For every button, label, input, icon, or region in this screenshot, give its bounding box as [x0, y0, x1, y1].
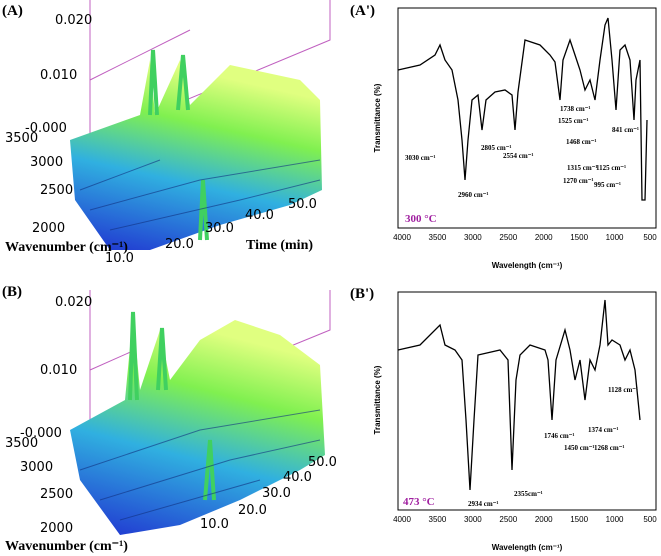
z-tick: 0.010: [40, 68, 77, 83]
temperature-label: 300 °C: [405, 213, 437, 225]
plot-frame: [397, 291, 657, 511]
x-tick-label: 1500: [570, 233, 588, 242]
wavenumber-label: Wavenumber (cm⁻¹): [5, 240, 128, 255]
x-tick-label: 2000: [535, 515, 553, 524]
wavenumber-tick: 2000: [32, 221, 65, 236]
axis-line: [89, 349, 136, 371]
time-tick: 30.0: [205, 221, 234, 236]
wavenumber-tick: 3000: [30, 155, 63, 170]
time-tick: 40.0: [283, 470, 312, 485]
peak-label: 1746 cm⁻¹: [544, 432, 574, 440]
peak-label: 1128 cm⁻¹: [608, 386, 638, 394]
y-axis-label: Transmittance (%): [373, 83, 382, 152]
x-tick-label: 1000: [606, 233, 624, 242]
time-tick: 20.0: [238, 503, 267, 518]
panel-a: (A) 0.020 0.010 -0.000 3500 3000 2500 20…: [2, 0, 331, 266]
spectrum: [397, 17, 648, 201]
peak-label: 1468 cm⁻¹: [566, 138, 596, 146]
peak-label: 1315 cm⁻¹: [567, 164, 597, 172]
x-tick-label: 2500: [499, 515, 517, 524]
time-tick: 50.0: [288, 197, 317, 212]
spectrum: [397, 299, 641, 491]
time-label: Time (min): [246, 238, 313, 253]
x-tick-label: 1000: [606, 515, 624, 524]
x-tick-label: 3500: [429, 515, 447, 524]
peak-label: 2934 cm⁻¹: [468, 500, 498, 508]
peak-label: 2960 cm⁻¹: [458, 191, 488, 199]
wavenumber-tick: 2500: [40, 487, 73, 502]
wavenumber-tick: 3500: [5, 436, 38, 451]
x-axis-label: Wavelength (cm⁻¹): [492, 261, 563, 270]
surface: [70, 60, 322, 250]
z-tick: -0.000: [20, 426, 62, 441]
peak-label: 995 cm⁻¹: [594, 181, 621, 189]
x-tick-label: 2500: [499, 233, 517, 242]
x-tick-label: 4000: [393, 233, 411, 242]
peak-label: 3030 cm⁻¹: [405, 154, 435, 162]
panel-b-prime: (B') 2934 cm⁻¹ 2355cm⁻¹ 1746 cm⁻¹ 1450 c…: [350, 286, 657, 552]
wavenumber-tick: 3500: [5, 131, 38, 146]
peak-label: 1125 cm⁻¹: [596, 164, 626, 172]
time-tick: 50.0: [308, 455, 337, 470]
wavenumber-label: Wavenumber (cm⁻¹): [5, 539, 128, 554]
peak-label: 1738 cm⁻¹: [560, 105, 590, 113]
x-tick-label: 500: [643, 515, 657, 524]
panel-label: (B'): [350, 286, 374, 302]
x-tick-label: 3000: [464, 233, 482, 242]
panel-a-prime: (A') 3030 cm⁻¹ 2960 cm⁻¹ 2805 cm⁻¹ 2554 …: [350, 3, 657, 270]
peak-label: 1374 cm⁻¹: [588, 426, 618, 434]
axis-line: [89, 29, 191, 81]
panel-label: (B): [2, 284, 22, 300]
temperature-label: 473 °C: [403, 496, 435, 508]
x-tick-label: 3000: [464, 515, 482, 524]
z-tick: 0.020: [55, 295, 92, 310]
time-tick: 10.0: [200, 517, 229, 532]
surface-line: [79, 409, 321, 521]
time-tick: 10.0: [105, 251, 134, 266]
surface-peak: [128, 311, 216, 501]
peak-label: 1525 cm⁻¹: [558, 117, 588, 125]
x-tick-label: 1500: [570, 515, 588, 524]
wavenumber-tick: 3000: [20, 460, 53, 475]
panel-label: (A): [2, 3, 23, 19]
x-axis-label: Wavelength (cm⁻¹): [492, 543, 563, 552]
x-tick-label: 3500: [429, 233, 447, 242]
z-tick: 0.010: [40, 363, 77, 378]
wavenumber-tick: 2500: [40, 183, 73, 198]
x-tick-label: 500: [643, 233, 657, 242]
x-tick-label: 4000: [393, 515, 411, 524]
z-tick: -0.000: [25, 121, 67, 136]
peak-label: 2355cm⁻¹: [514, 490, 543, 498]
wavenumber-tick: 2000: [40, 521, 73, 536]
surface: [70, 315, 325, 535]
peak-label: 1270 cm⁻¹: [563, 177, 593, 185]
panel-label: (A'): [350, 3, 375, 19]
peak-label: 2554 cm⁻¹: [503, 152, 533, 160]
y-axis-label: Transmittance (%): [373, 365, 382, 434]
panel-b: (B) 0.020 0.010 -0.000 3500 3000 2500 20…: [2, 284, 337, 554]
x-tick-label: 2000: [535, 233, 553, 242]
peak-label: 1268 cm⁻¹: [594, 444, 624, 452]
time-tick: 20.0: [165, 237, 194, 252]
z-tick: 0.020: [55, 13, 92, 28]
time-tick: 30.0: [262, 486, 291, 501]
surface-line: [79, 159, 321, 231]
peak-label: 2805 cm⁻¹: [481, 144, 511, 152]
peak-label: 1450 cm⁻¹: [564, 444, 594, 452]
peak-label: 841 cm⁻¹: [612, 126, 639, 134]
time-tick: 40.0: [245, 208, 274, 223]
plot-frame: [397, 7, 657, 229]
